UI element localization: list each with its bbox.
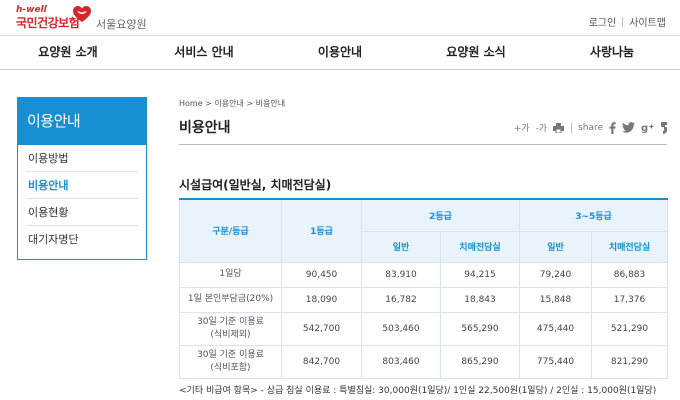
kakao-story-icon[interactable] [660, 121, 668, 134]
table-cell: 90,450 [281, 261, 362, 288]
share-label: share [578, 122, 603, 133]
nav-item-news[interactable]: 요양원 소식 [446, 45, 506, 59]
row-label: 30일 기준 이용료 (식비제외) [179, 311, 282, 346]
logo-sub-text: h-well [16, 5, 47, 15]
header-category: 구분/등급 [179, 198, 282, 263]
page-title: 비용안내 [179, 120, 231, 136]
page-tools: +가 -가 share g [508, 121, 668, 134]
row-label-line: 30일 기준 이용료 [197, 317, 264, 328]
extra-fee-note: <기타 비급여 항목> - 상급 침실 이용료 : 특별침실: 30,000원(… [179, 386, 657, 396]
table-cell: 503,460 [361, 311, 441, 346]
table-cell: 79,240 [519, 261, 593, 288]
table-row: 30일 기준 이용료 (식비제외) 542,700 503,460 565,290… [179, 311, 669, 346]
header-general: 일반 [519, 230, 593, 263]
fee-table: 구분/등급 1등급 2등급 3~5등급 일반 치매전담실 일반 치매전담실 1일… [179, 198, 669, 379]
twitter-icon[interactable] [622, 122, 635, 133]
header-grade-3-5: 3~5등급 [519, 198, 669, 232]
table-row: 1일당 90,450 83,910 94,215 79,240 86,883 [179, 261, 669, 288]
breadcrumb: Home > 이용안내 > 비용안내 [179, 99, 286, 108]
table-cell: 821,290 [591, 344, 669, 379]
sidebar-item-how-to-use[interactable]: 이용방법 [26, 145, 138, 172]
sitemap-link[interactable]: 사이트맵 [629, 18, 666, 29]
header-grade-2: 2등급 [360, 198, 521, 232]
table-row: 1일 본인부담금(20%) 18,090 16,782 18,843 15,84… [179, 286, 669, 313]
row-label-sub: (식비제외) [210, 329, 251, 340]
table-row: 30일 기준 이용료 (식비포함) 842,700 803,460 865,290… [179, 344, 669, 379]
google-plus-icon[interactable]: g [641, 122, 654, 133]
header-grade-1: 1등급 [281, 198, 362, 263]
table-cell: 17,376 [591, 286, 669, 313]
top-bar: h-well 국민건강보험 서울요양원 로그인 사이트맵 [0, 0, 680, 36]
row-label: 30일 기준 이용료 (식비포함) [179, 344, 282, 379]
svg-text:g: g [641, 123, 648, 133]
nav-item-about[interactable]: 요양원 소개 [38, 45, 98, 59]
logo-main-text: 국민건강보험 [16, 16, 80, 30]
table-cell: 842,700 [281, 344, 362, 379]
zoom-out-icon[interactable]: -가 [535, 124, 548, 134]
util-divider [622, 16, 624, 27]
row-label: 1일당 [179, 261, 282, 288]
logo-branch-name: 서울요양원 [96, 18, 147, 31]
table-cell: 542,700 [281, 311, 362, 346]
login-link[interactable]: 로그인 [588, 18, 617, 29]
table-cell: 86,883 [591, 261, 669, 288]
header-dementia: 치매전담실 [591, 230, 669, 263]
table-cell: 521,290 [591, 311, 669, 346]
title-divider [179, 144, 667, 145]
nav-item-sharing[interactable]: 사랑나눔 [589, 45, 635, 59]
table-cell: 15,848 [519, 286, 593, 313]
section-title: 시설급여(일반실, 치매전담실) [179, 178, 332, 192]
table-cell: 16,782 [361, 286, 441, 313]
table-cell: 18,090 [281, 286, 362, 313]
site-logo[interactable]: h-well 국민건강보험 서울요양원 [16, 5, 164, 33]
sidebar-item-waiting-list[interactable]: 대기자명단 [28, 233, 79, 246]
utility-links: 로그인 사이트맵 [589, 14, 666, 29]
sidebar-item-usage-status[interactable]: 이용현황 [26, 199, 138, 226]
table-cell: 83,910 [361, 261, 441, 288]
table-cell: 475,440 [519, 311, 593, 346]
heart-icon [73, 6, 91, 22]
row-label-line: 30일 기준 이용료 [197, 350, 264, 361]
sidebar-menu: 이용방법 비용안내 이용현황 대기자명단 [17, 145, 147, 260]
nav-item-services[interactable]: 서비스 안내 [174, 45, 234, 59]
header-general: 일반 [361, 230, 441, 263]
tools-divider [571, 122, 573, 133]
table-cell: 94,215 [439, 261, 521, 288]
global-nav: 요양원 소개 서비스 안내 이용안내 요양원 소식 사랑나눔 [0, 36, 680, 70]
row-label: 1일 본인부담금(20%) [179, 286, 282, 313]
header-dementia: 치매전담실 [439, 230, 521, 263]
zoom-in-icon[interactable]: +가 [513, 124, 530, 134]
facebook-icon[interactable] [609, 121, 616, 134]
sidebar-item-fees[interactable]: 비용안내 [26, 172, 138, 199]
row-label-sub: (식비포함) [210, 362, 251, 373]
table-cell: 865,290 [439, 344, 521, 379]
print-icon[interactable] [553, 122, 565, 133]
row-label-line: 1일당 [219, 269, 242, 280]
table-cell: 18,843 [439, 286, 521, 313]
nav-item-usage[interactable]: 이용안내 [317, 45, 363, 59]
row-label-line: 1일 본인부담금(20%) [187, 294, 274, 305]
table-cell: 803,460 [361, 344, 441, 379]
sidebar-title: 이용안내 [17, 97, 147, 145]
table-cell: 775,440 [519, 344, 593, 379]
table-cell: 565,290 [439, 311, 521, 346]
